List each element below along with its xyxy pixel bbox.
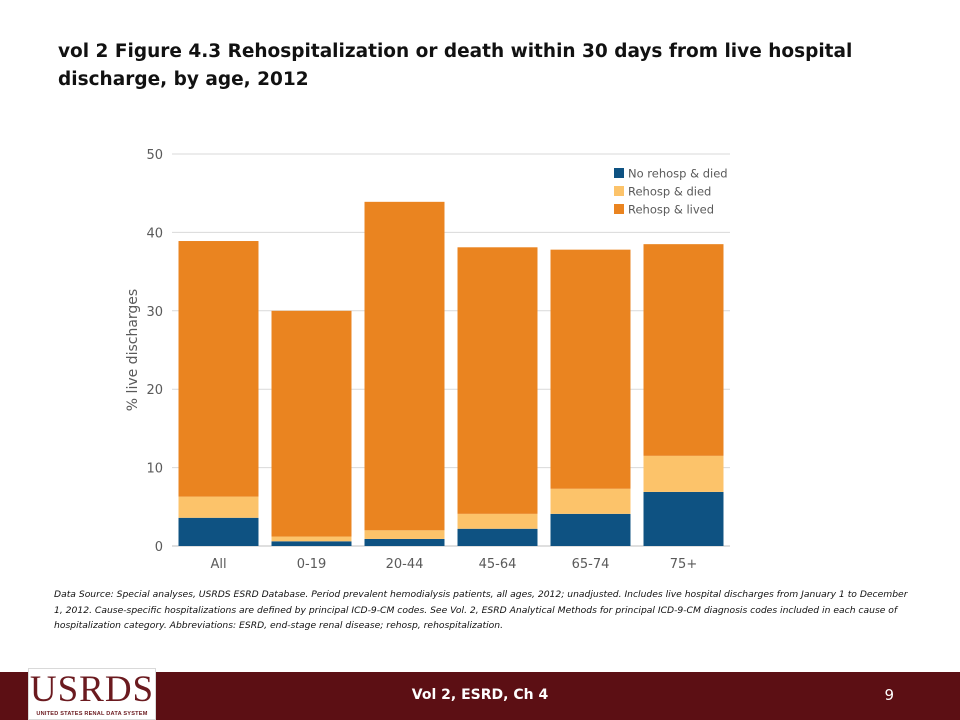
slide-title: vol 2 Figure 4.3 Rehospitalization or de… (58, 41, 853, 90)
bar-segment (550, 488, 631, 514)
x-tick-label: All (210, 557, 226, 572)
logo-subtext: UNITED STATES RENAL DATA SYSTEM (36, 711, 148, 717)
bar-segment (364, 538, 445, 546)
chart-legend: No rehosp & died Rehosp & died Rehosp & li… (614, 167, 728, 217)
legend-label: No rehosp & died (628, 167, 728, 181)
y-tick-label: 30 (146, 305, 163, 320)
x-tick-label: 20-44 (386, 557, 424, 572)
bar-segment (364, 530, 445, 539)
bar-segment (643, 244, 724, 456)
bar-segment (643, 455, 724, 492)
chart-gridlines (172, 153, 730, 547)
footer-bar: Vol 2, ESRD, Ch 4 9 (0, 672, 960, 720)
page-number: 9 (884, 686, 894, 704)
x-tick-label: 0-19 (297, 557, 327, 572)
x-tick-label: 45-64 (479, 557, 517, 572)
bar-segment (364, 201, 445, 531)
bar-segment (178, 517, 259, 546)
bar-segment (457, 513, 538, 529)
y-tick-label: 40 (146, 226, 163, 241)
bar-segment (271, 536, 352, 542)
legend-swatch (614, 186, 624, 196)
footer-text: Vol 2, ESRD, Ch 4 (411, 687, 549, 703)
legend-swatch (614, 204, 624, 214)
x-tick-label: 65-74 (572, 557, 610, 572)
source-note: Data Source: Special analyses, USRDS ESR… (54, 589, 908, 631)
legend-label: Rehosp & lived (628, 203, 714, 217)
bar-segment (457, 528, 538, 546)
chart-bars (178, 201, 724, 546)
bar-segment (178, 496, 259, 518)
bar-segment (643, 491, 724, 546)
y-tick-label: 0 (155, 540, 163, 555)
y-axis-label: % live discharges (125, 289, 141, 411)
logo-wordmark: USRDS (29, 669, 155, 710)
bar-segment (550, 513, 631, 546)
bar-segment (271, 310, 352, 537)
y-tick-label: 50 (146, 148, 163, 163)
bar-segment (178, 241, 259, 497)
usrds-logo: USRDS UNITED STATES RENAL DATA SYSTEM (28, 668, 156, 720)
chart-axes: 0 10 20 30 40 50 All 0-19 20-44 45-64 65-74 75+ (146, 148, 697, 572)
legend-swatch (614, 168, 624, 178)
y-tick-label: 20 (146, 383, 163, 398)
legend-label: Rehosp & died (628, 185, 711, 199)
bar-segment (271, 541, 352, 546)
x-tick-label: 75+ (670, 557, 697, 572)
bar-segment (457, 247, 538, 514)
y-tick-label: 10 (146, 462, 163, 477)
bar-segment (550, 249, 631, 489)
